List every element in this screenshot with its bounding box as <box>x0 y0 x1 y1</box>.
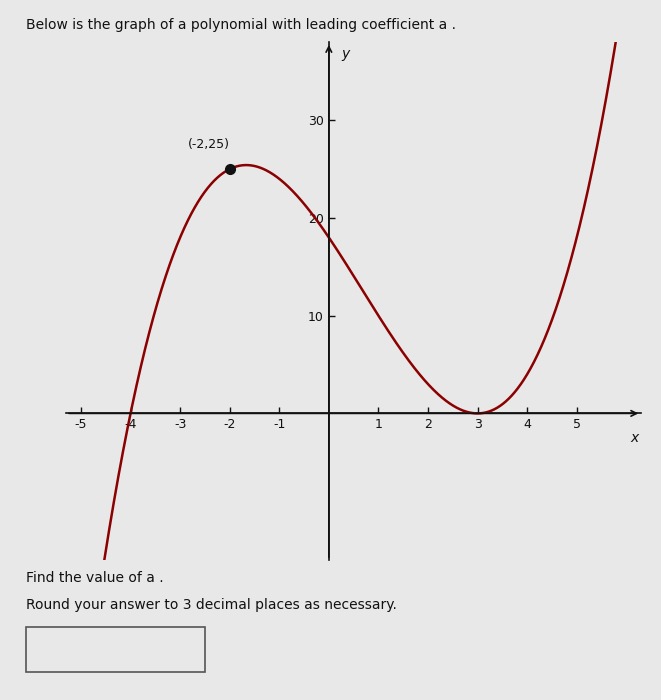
Text: y: y <box>341 47 350 61</box>
Text: Round your answer to 3 decimal places as necessary.: Round your answer to 3 decimal places as… <box>26 598 397 612</box>
Text: Find the value of a .: Find the value of a . <box>26 570 164 584</box>
Text: Below is the graph of a polynomial with leading coefficient a .: Below is the graph of a polynomial with … <box>26 18 457 32</box>
Text: (-2,25): (-2,25) <box>188 138 229 150</box>
Text: x: x <box>631 431 639 445</box>
